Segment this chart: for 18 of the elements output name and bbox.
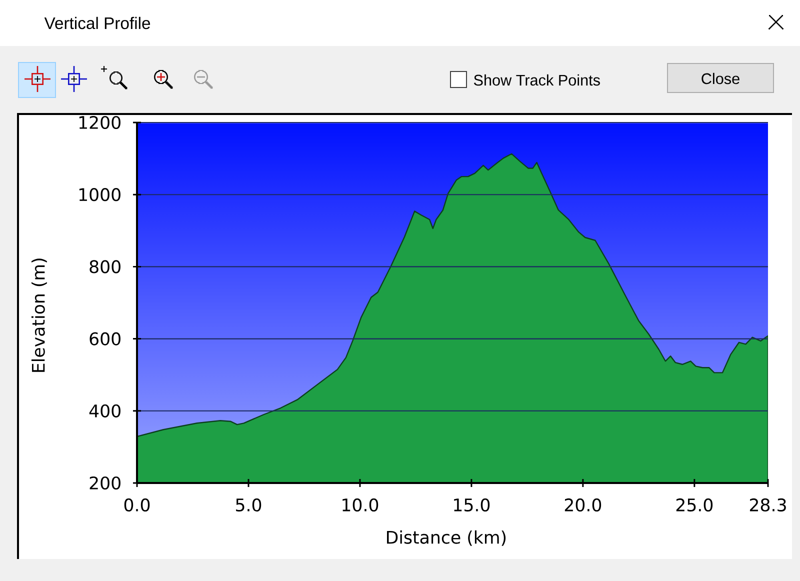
y-tick-label: 800 — [90, 260, 120, 274]
x-tick-label: 15.0 — [454, 498, 490, 512]
text: Close — [702, 72, 740, 84]
x-tick-label: 5.0 — [236, 498, 262, 512]
text: Show Track Points — [474, 74, 600, 86]
chart-title: Vertical Profile — [44, 16, 150, 30]
y-tick-label: 200 — [90, 476, 120, 490]
y-axis-title: Elevation (m) — [31, 258, 47, 372]
y-tick-label: 400 — [89, 404, 120, 418]
x-tick-label: 0.0 — [124, 498, 150, 512]
x-tick-label: 28.3 — [750, 498, 786, 512]
y-tick-label: 600 — [90, 332, 120, 346]
y-tick-label: 1200 — [79, 116, 120, 130]
x-tick-label: 20.0 — [564, 498, 602, 512]
y-tick-label: 1000 — [79, 188, 120, 202]
x-tick-label: 25.0 — [676, 498, 713, 512]
x-tick-label: 10.0 — [342, 498, 378, 512]
x-axis-title: Distance (km) — [387, 530, 506, 546]
